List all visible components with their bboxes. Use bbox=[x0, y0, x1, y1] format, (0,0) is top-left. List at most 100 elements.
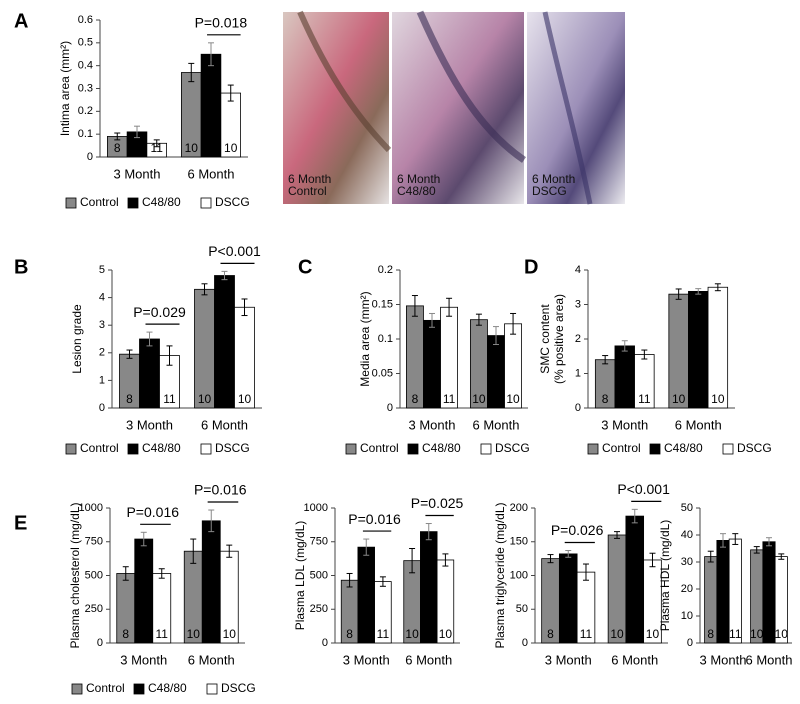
n-label: 10 bbox=[218, 392, 232, 406]
y-tick-label: 5 bbox=[99, 264, 105, 276]
n-label: 10 bbox=[205, 627, 219, 641]
error-bar bbox=[510, 312, 517, 335]
n-label: 11 bbox=[150, 141, 163, 155]
error-bar bbox=[425, 523, 432, 541]
error-bar bbox=[208, 42, 214, 67]
n-label: 11 bbox=[426, 392, 439, 406]
y-tick-label: 2 bbox=[575, 333, 581, 345]
y-tick-label: 0.3 bbox=[78, 82, 93, 94]
n-label: 10 bbox=[628, 627, 642, 641]
bar bbox=[625, 515, 645, 644]
y-tick-label: 0.05 bbox=[372, 367, 393, 379]
n-label: 10 bbox=[204, 141, 218, 155]
significance-label: P=0.025 bbox=[411, 495, 464, 511]
legend-swatch bbox=[65, 443, 77, 455]
y-tick-label: 750 bbox=[85, 536, 103, 548]
error-bar bbox=[153, 139, 160, 148]
image-caption: 6 Month bbox=[532, 172, 575, 186]
x-tick-label: 6 Month bbox=[473, 417, 520, 432]
n-label: 10 bbox=[762, 627, 776, 641]
significance-label: P=0.026 bbox=[551, 522, 604, 538]
n-label: 10 bbox=[238, 392, 252, 406]
y-tick-label: 50 bbox=[681, 502, 693, 514]
n-label: 11 bbox=[131, 141, 144, 155]
panel-letter: D bbox=[524, 256, 538, 278]
panel-letter: E bbox=[14, 512, 27, 534]
y-tick-label: 0.1 bbox=[378, 333, 393, 345]
legend-swatch bbox=[127, 443, 139, 455]
legend-swatch bbox=[200, 443, 212, 455]
n-label: 10 bbox=[439, 627, 453, 641]
x-tick-label: 3 Month bbox=[409, 417, 456, 432]
error-bar bbox=[363, 538, 370, 556]
legend-label: C48/80 bbox=[148, 681, 187, 695]
y-tick-label: 0 bbox=[99, 402, 105, 414]
panel-letter: A bbox=[14, 10, 28, 32]
legend-label: C48/80 bbox=[142, 441, 181, 455]
error-bar bbox=[241, 298, 248, 317]
x-tick-label: 6 Month bbox=[201, 417, 248, 432]
error-bar bbox=[720, 533, 726, 548]
y-tick-label: 0 bbox=[87, 151, 93, 163]
n-label: 10 bbox=[672, 392, 686, 406]
legend-label: C48/80 bbox=[664, 441, 703, 455]
x-tick-label: 6 Month bbox=[405, 652, 452, 667]
error-bar bbox=[753, 546, 760, 554]
bar bbox=[668, 293, 689, 409]
y-tick-label: 100 bbox=[510, 569, 528, 581]
error-bar bbox=[208, 509, 215, 533]
y-tick-label: 0 bbox=[522, 637, 528, 649]
y-tick-label: 150 bbox=[510, 536, 528, 548]
y-tick-label: 10 bbox=[681, 610, 693, 622]
error-bar bbox=[379, 576, 386, 587]
error-bar bbox=[778, 553, 785, 560]
error-bar bbox=[126, 349, 133, 359]
n-label: 8 bbox=[346, 627, 353, 641]
n-label: 10 bbox=[224, 141, 238, 155]
legend-label: DSCG bbox=[215, 195, 250, 209]
n-label: 10 bbox=[610, 627, 624, 641]
y-tick-label: 20 bbox=[681, 583, 693, 595]
n-label: 11 bbox=[580, 627, 593, 641]
y-tick-label: 0.1 bbox=[78, 128, 93, 140]
n-label: 11 bbox=[156, 627, 169, 641]
n-label: 8 bbox=[126, 392, 133, 406]
bar bbox=[214, 275, 235, 409]
x-tick-label: 3 Month bbox=[601, 417, 648, 432]
error-bar bbox=[475, 313, 482, 326]
x-tick-label: 6 Month bbox=[675, 417, 722, 432]
error-bar bbox=[631, 508, 638, 524]
error-bar bbox=[675, 288, 682, 300]
error-bar bbox=[695, 288, 702, 295]
y-axis-label: Plasma LDL (mg/dL) bbox=[293, 521, 307, 631]
error-bar bbox=[714, 283, 721, 292]
y-axis-label: Plasma cholesterol (mg/dL) bbox=[68, 502, 82, 648]
n-label: 8 bbox=[602, 392, 609, 406]
n-label: 11 bbox=[377, 627, 390, 641]
image bbox=[527, 12, 625, 204]
n-label: 11 bbox=[138, 627, 151, 641]
n-label: 10 bbox=[711, 392, 725, 406]
x-tick-label: 6 Month bbox=[188, 166, 235, 181]
histology-images bbox=[283, 10, 625, 205]
n-label: 8 bbox=[547, 627, 554, 641]
n-label: 8 bbox=[707, 627, 714, 641]
image-caption: C48/80 bbox=[397, 184, 436, 198]
n-label: 10 bbox=[472, 392, 486, 406]
y-tick-label: 0.2 bbox=[378, 264, 393, 276]
n-label: 10 bbox=[489, 392, 503, 406]
y-tick-label: 1 bbox=[99, 374, 105, 386]
y-tick-label: 0 bbox=[322, 637, 328, 649]
y-tick-label: 0.4 bbox=[78, 60, 93, 72]
error-bar bbox=[166, 345, 173, 366]
y-tick-label: 1000 bbox=[79, 502, 103, 514]
legend-swatch bbox=[722, 443, 734, 455]
error-bar bbox=[227, 84, 234, 102]
error-bar bbox=[547, 554, 554, 564]
error-bar bbox=[621, 340, 628, 352]
error-bar bbox=[140, 531, 147, 547]
y-tick-label: 40 bbox=[681, 529, 693, 541]
significance-label: P=0.016 bbox=[194, 482, 247, 498]
y-axis-label: SMC content bbox=[538, 304, 552, 374]
n-label: 10 bbox=[775, 627, 789, 641]
